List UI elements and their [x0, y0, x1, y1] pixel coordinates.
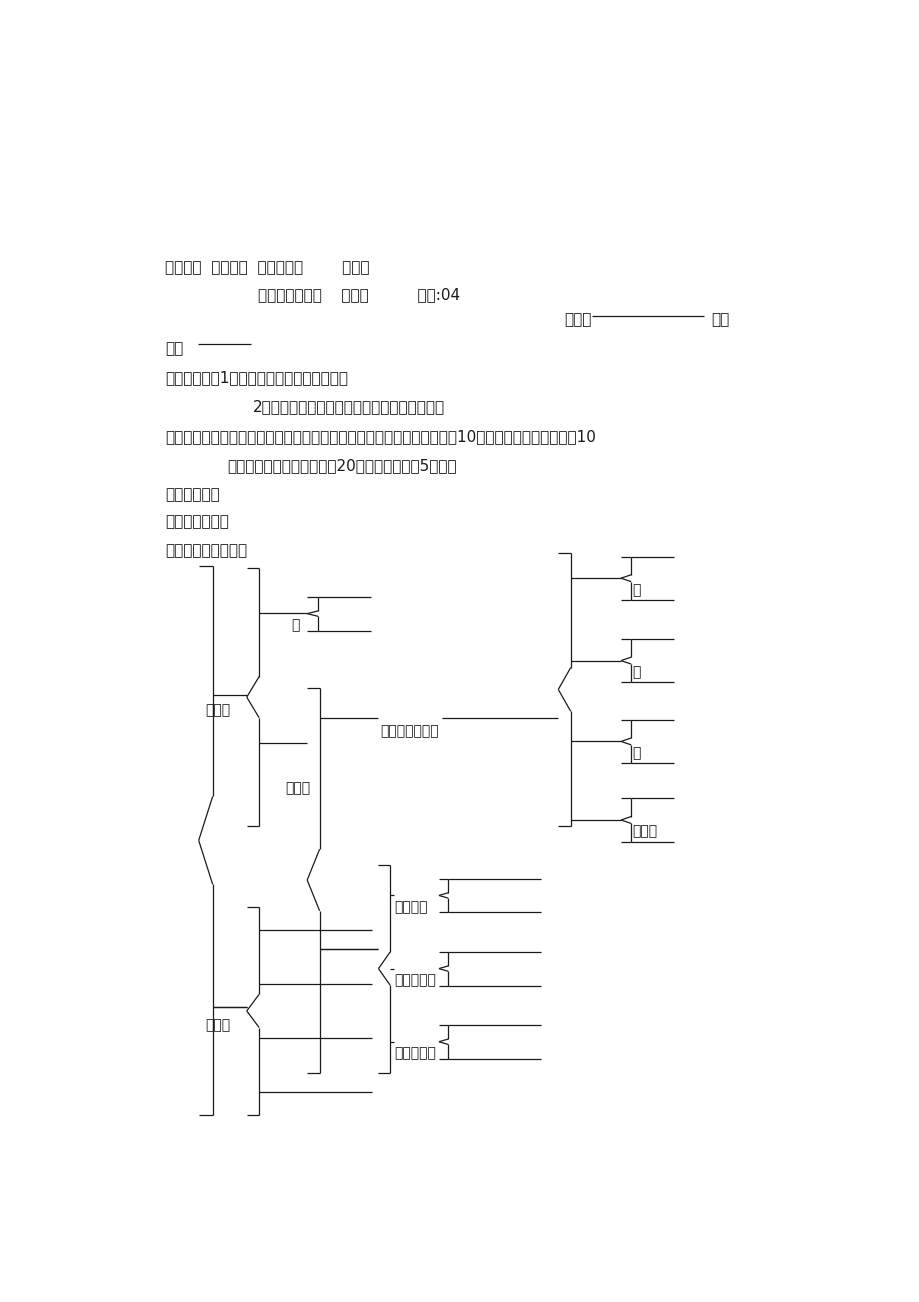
Text: 班级：: 班级： — [564, 312, 591, 328]
Text: 按含碳与否: 按含碳与否 — [393, 1047, 436, 1060]
Text: 纯净物: 纯净物 — [205, 703, 230, 717]
Text: 元素与物质分类    分散系          编号:04: 元素与物质分类 分散系 编号:04 — [258, 288, 460, 302]
Text: 姓名: 姓名 — [165, 341, 184, 355]
Text: 混合物: 混合物 — [205, 1018, 230, 1032]
Text: 编制人：  审核人：  包科领导：        时间：: 编制人： 审核人： 包科领导： 时间： — [165, 260, 369, 275]
Text: 化合物: 化合物 — [285, 781, 311, 796]
Text: 2．掌握酸、碱、盐、氧化物之间的互相关系。: 2．掌握酸、碱、盐、氧化物之间的互相关系。 — [253, 398, 445, 414]
Text: 一、物质的分类: 一、物质的分类 — [165, 514, 229, 530]
Text: 完毕下列空白并举例: 完毕下列空白并举例 — [165, 543, 247, 557]
Text: 【基本自学】: 【基本自学】 — [165, 487, 220, 503]
Text: 酸: 酸 — [632, 583, 641, 596]
Text: 氧化物: 氧化物 — [632, 824, 657, 838]
Text: 碱: 碱 — [632, 665, 641, 680]
Text: 按构造分: 按构造分 — [393, 900, 427, 914]
Text: 分钟，师生探究、学生展示20分钟，巩固贯彻5分钟。: 分钟，师生探究、学生展示20分钟，巩固贯彻5分钟。 — [227, 458, 457, 473]
Text: 【学习目的】1．理解溶解度、胶体等概念。: 【学习目的】1．理解溶解度、胶体等概念。 — [165, 370, 348, 385]
Text: 【使用阐明】运用一节课认真阅读课本完毕学案，下课收齐。下节课修改10分钟后结合错题记录讨论10: 【使用阐明】运用一节课认真阅读课本完毕学案，下课收齐。下节课修改10分钟后结合错… — [165, 430, 596, 444]
Text: 盐: 盐 — [632, 746, 641, 760]
Text: 组别: 组别 — [711, 312, 729, 328]
Text: 按电离与否: 按电离与否 — [393, 973, 436, 987]
Text: 单: 单 — [291, 618, 300, 633]
Text: 按构成和性质分: 按构成和性质分 — [380, 724, 438, 738]
